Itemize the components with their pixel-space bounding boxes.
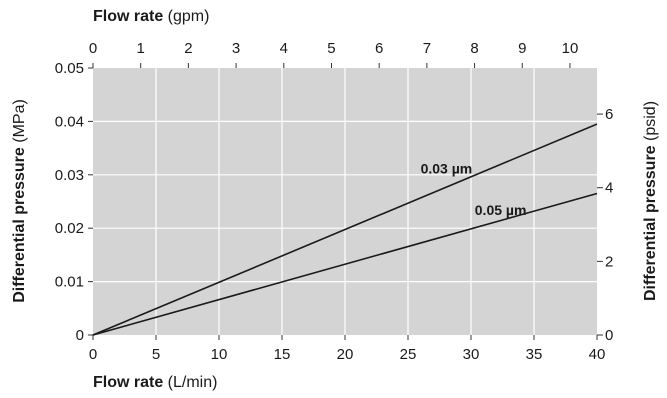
y-left-axis-title: Differential pressure (MPa) (11, 99, 28, 303)
tick-label-x-bottom: 25 (400, 346, 417, 363)
y-right-axis-title-unit: (psid) (642, 101, 659, 145)
tick-label-x-top: 4 (280, 40, 288, 57)
x-bottom-axis-title: Flow rate (L/min) (93, 374, 217, 391)
series-label-0: 0.03 µm (421, 161, 473, 177)
tick-label-y-right: 4 (605, 180, 613, 197)
tick-label-x-bottom: 15 (274, 346, 291, 363)
tick-label-y-left: 0.02 (55, 220, 84, 237)
tick-label-x-bottom: 0 (89, 346, 97, 363)
tick-label-x-top: 1 (137, 40, 145, 57)
grid (93, 68, 597, 335)
tick-label-x-top: 6 (375, 40, 383, 57)
tick-label-y-left: 0.01 (55, 274, 84, 291)
y-left-axis-title-unit: (MPa) (11, 99, 28, 147)
series-line-1 (92, 192, 598, 336)
series-label-1: 0.05 µm (475, 202, 527, 218)
x-top-axis-title-bold: Flow rate (93, 8, 163, 25)
tick-label-y-left: 0.05 (55, 60, 84, 77)
tick-marks (88, 63, 603, 340)
x-top-axis-title-unit: (gpm) (163, 8, 209, 25)
tick-label-x-top: 2 (184, 40, 192, 57)
tick-label-y-right: 6 (605, 106, 613, 123)
series-lines (92, 123, 598, 336)
y-left-axis-title-bold: Differential pressure (11, 147, 28, 303)
tick-label-x-top: 5 (327, 40, 335, 57)
tick-label-y-left: 0 (76, 327, 84, 344)
tick-label-x-bottom: 20 (337, 346, 354, 363)
series-line-0 (92, 123, 598, 336)
tick-label-y-right: 0 (605, 327, 613, 344)
tick-label-x-bottom: 10 (211, 346, 228, 363)
tick-label-x-bottom: 30 (463, 346, 480, 363)
series-labels: 0.03 µm 0.05 µm (421, 161, 527, 218)
tick-label-x-top: 0 (89, 40, 97, 57)
x-bottom-axis-title-bold: Flow rate (93, 374, 163, 391)
tick-label-y-left: 0.04 (55, 113, 84, 130)
tick-label-x-top: 3 (232, 40, 240, 57)
tick-label-x-top: 9 (518, 40, 526, 57)
tick-label-x-top: 7 (423, 40, 431, 57)
tick-label-x-bottom: 35 (526, 346, 543, 363)
y-right-axis-title: Differential pressure (psid) (642, 101, 659, 301)
tick-label-y-left: 0.03 (55, 167, 84, 184)
tick-label-x-top: 10 (562, 40, 579, 57)
tick-label-x-bottom: 5 (152, 346, 160, 363)
x-bottom-axis-title-unit: (L/min) (163, 374, 217, 391)
y-right-axis-title-bold: Differential pressure (642, 145, 659, 301)
tick-label-x-bottom: 40 (589, 346, 606, 363)
tick-label-x-top: 8 (470, 40, 478, 57)
x-top-axis-title: Flow rate (gpm) (93, 8, 209, 25)
tick-label-y-right: 2 (605, 253, 613, 270)
